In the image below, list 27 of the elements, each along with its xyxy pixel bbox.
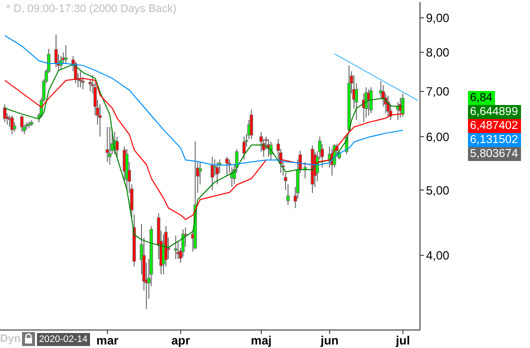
candlestick — [250, 109, 254, 140]
text: 6,131502 — [468, 133, 521, 148]
y-tick-label: 9,00 — [426, 11, 450, 26]
x-tick-label: maj — [250, 334, 272, 348]
x-tick-label: jul — [394, 334, 410, 348]
chart-title: * D, 09:00-17:30 (2000 Days Back) — [6, 3, 177, 15]
y-tick-label: 7,00 — [426, 84, 450, 99]
text: 6,644899 — [468, 105, 521, 120]
candlestick — [242, 136, 246, 160]
x-tick-label: jun — [320, 334, 339, 348]
candlestick — [3, 104, 6, 123]
candlestick — [98, 104, 102, 138]
text: 5,803674 — [468, 147, 521, 162]
y-tick-label: 6,00 — [426, 130, 450, 144]
candlestick — [108, 126, 112, 166]
y-tick-label: 4,00 — [426, 248, 450, 263]
y-tick-label: 8,00 — [426, 46, 450, 60]
text: 6,84 — [468, 91, 496, 106]
candlestick — [64, 44, 68, 64]
text: 6,487402 — [468, 119, 521, 134]
candlestick — [401, 93, 404, 118]
x-tick-label: apr — [171, 334, 190, 348]
candlestick — [225, 156, 229, 176]
text: 2020-02-14 — [37, 333, 90, 346]
y-tick-label: 5,00 — [426, 183, 450, 198]
x-tick-label: mar — [96, 334, 119, 348]
candlestick — [174, 235, 178, 260]
